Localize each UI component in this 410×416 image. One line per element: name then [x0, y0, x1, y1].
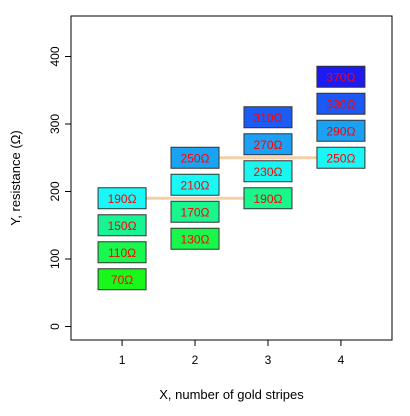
data-point: 290Ω: [316, 119, 366, 142]
x-tick-label: 2: [192, 353, 199, 367]
data-point: 330Ω: [316, 92, 366, 115]
data-point-box: [243, 160, 293, 183]
data-point-label: 70Ω: [111, 273, 133, 287]
data-point-label: 250Ω: [181, 151, 210, 165]
data-point-label: 270Ω: [253, 138, 282, 152]
data-point: 310Ω: [243, 106, 293, 129]
data-point-label: 250Ω: [326, 151, 355, 165]
data-point-label: 190Ω: [253, 192, 282, 206]
data-point: 250Ω: [316, 146, 366, 169]
data-point-box: [170, 200, 220, 223]
data-point: 190Ω: [97, 187, 147, 210]
data-point: 150Ω: [97, 214, 147, 237]
connector-lines: [122, 156, 341, 200]
data-point-box: [243, 106, 293, 129]
data-point-box: [170, 227, 220, 250]
x-axis-label: X, number of gold stripes: [159, 387, 304, 402]
data-points: 70Ω 110Ω 150Ω 190Ω 130Ω 170Ω 210Ω 250Ω 190Ω 230Ω 2…: [97, 65, 366, 291]
y-tick-label: 400: [48, 46, 62, 66]
data-point: 370Ω: [316, 65, 366, 88]
data-point-label: 330Ω: [326, 97, 355, 111]
data-point: 210Ω: [170, 173, 220, 196]
data-point: 130Ω: [170, 227, 220, 250]
data-point-box: [97, 214, 147, 237]
data-point: 230Ω: [243, 160, 293, 183]
x-axis: 1 2 3 4: [119, 340, 345, 367]
x-tick-label: 4: [338, 353, 345, 367]
x-tick-label: 1: [119, 353, 126, 367]
data-point: 190Ω: [243, 187, 293, 210]
data-point-box: [243, 133, 293, 156]
data-point: 110Ω: [97, 241, 147, 264]
data-point-label: 170Ω: [181, 205, 210, 219]
plot-frame: [70, 15, 393, 341]
data-point: 250Ω: [170, 146, 220, 169]
y-tick-label: 100: [48, 249, 62, 269]
data-point-box: [316, 92, 366, 115]
y-tick-label: 300: [48, 114, 62, 134]
y-tick-label: 0: [48, 323, 62, 330]
data-point: 70Ω: [97, 268, 147, 291]
data-point-label: 190Ω: [108, 192, 137, 206]
data-point: 270Ω: [243, 133, 293, 156]
data-point-label: 110Ω: [108, 246, 136, 260]
data-point-label: 290Ω: [326, 124, 355, 138]
data-point-label: 230Ω: [253, 165, 282, 179]
data-point-label: 150Ω: [108, 219, 137, 233]
y-axis-label: Y, resistance (Ω): [8, 130, 23, 225]
data-point: 170Ω: [170, 200, 220, 223]
data-point-box: [316, 65, 366, 88]
y-tick-label: 200: [48, 181, 62, 201]
data-point-box: [316, 146, 366, 169]
data-point-label: 130Ω: [181, 232, 210, 246]
x-tick-label: 3: [265, 353, 272, 367]
data-point-label: 210Ω: [181, 178, 210, 192]
y-axis: 0 100 200 300 400: [48, 46, 71, 330]
data-point-label: 310Ω: [253, 111, 282, 125]
data-point-box: [170, 146, 220, 169]
data-point-box: [170, 173, 220, 196]
data-point-box: [97, 187, 147, 210]
data-point-box: [243, 187, 293, 210]
data-point-box: [316, 119, 366, 142]
data-point-label: 370Ω: [326, 70, 355, 84]
data-point-box: [97, 241, 147, 264]
data-point-box: [97, 268, 147, 291]
